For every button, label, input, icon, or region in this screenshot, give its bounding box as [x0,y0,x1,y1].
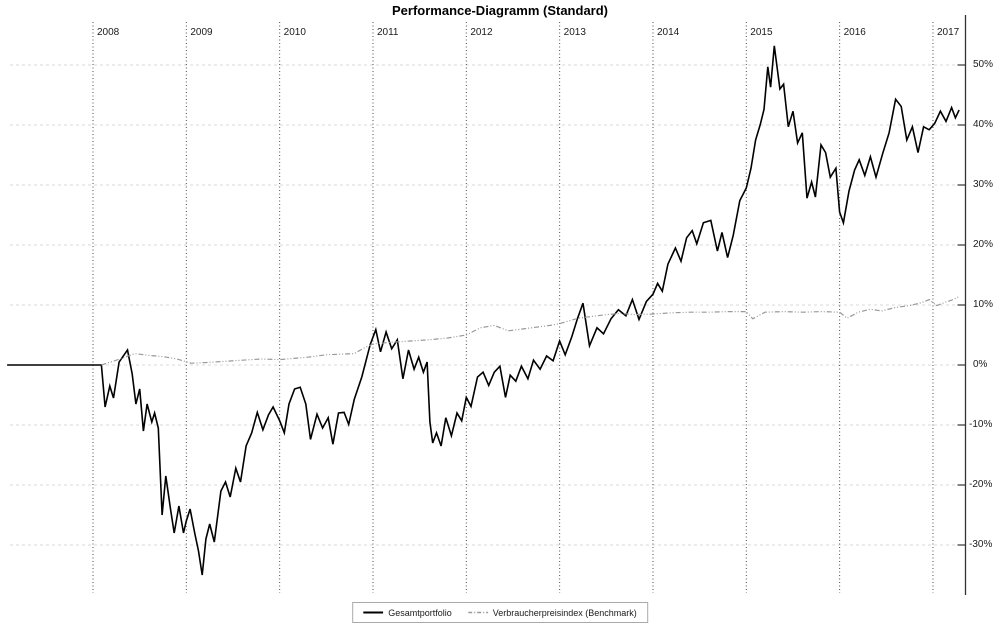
chart-title: Performance-Diagramm (Standard) [392,3,608,18]
solid-line-icon [363,611,384,614]
series-line-benchmark [101,296,960,366]
legend-label: Gesamtportfolio [388,607,452,618]
year-label: 2017 [936,27,960,38]
year-label: 2015 [750,27,773,38]
y-axis-label: 40% [973,119,994,130]
y-axis-label: -30% [969,539,993,550]
year-label: 2012 [470,27,493,38]
year-label: 2009 [190,27,213,38]
dash-dot-line-icon [467,611,488,614]
y-axis-label: -20% [969,479,993,490]
y-axis-label: 10% [973,299,994,310]
y-axis-label: 20% [973,239,994,250]
legend-label: Verbraucherpreisindex (Benchmark) [492,607,637,618]
series-line-gesamtportfolio [7,45,960,576]
chart-legend: Gesamtportfolio Verbraucherpreisindex (B… [352,602,648,623]
legend-item-verbraucherpreisindex: Verbraucherpreisindex (Benchmark) [467,607,637,618]
year-label: 2016 [843,27,866,38]
year-label: 2013 [563,27,586,38]
legend-item-gesamtportfolio: Gesamtportfolio [363,608,452,618]
y-axis-label: 30% [973,179,994,190]
y-axis-label: 50% [973,59,994,70]
year-label: 2014 [656,27,680,38]
year-label: 2010 [283,27,306,38]
year-label: 2011 [376,27,399,38]
y-axis-label: -10% [969,419,993,430]
y-axis-label: 0% [973,359,988,370]
year-label: 2008 [97,27,120,38]
